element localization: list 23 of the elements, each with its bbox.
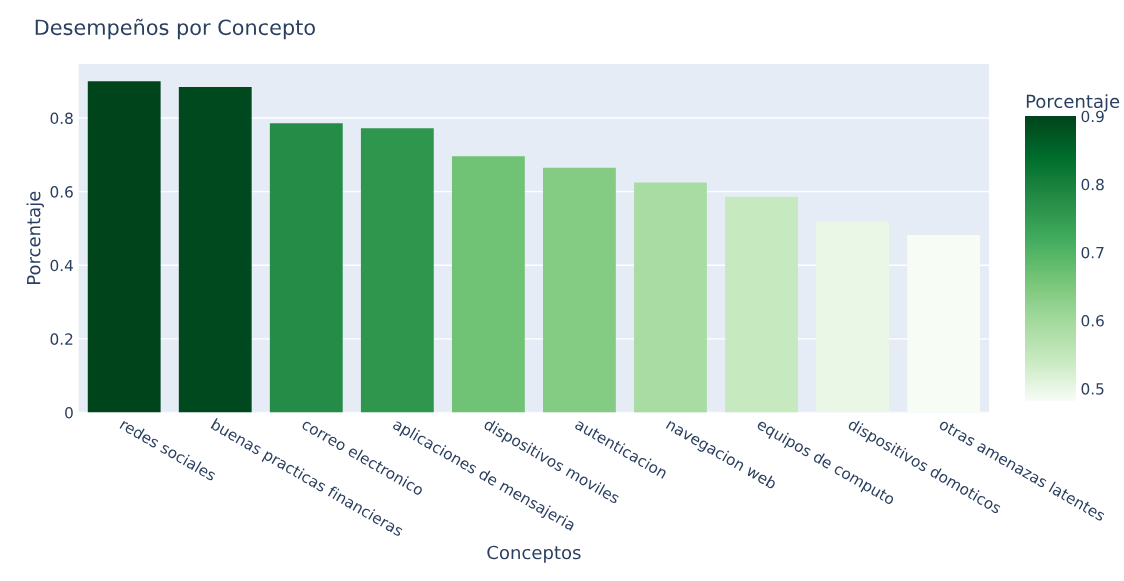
y-tick-label: 0.4 [50, 259, 73, 272]
bar [451, 156, 525, 413]
color-bar-label: 0.6 [1081, 314, 1104, 327]
bar [360, 128, 434, 413]
color-bar-label: 0.8 [1081, 178, 1104, 191]
x-axis-title: Conceptos [487, 545, 581, 563]
bar [178, 87, 252, 413]
color-bar-title: Porcentaje [1026, 94, 1120, 112]
color-bar-label: 0.5 [1081, 383, 1104, 395]
y-tick-label: 0 [65, 406, 73, 419]
color-bar-label: 0.7 [1081, 246, 1104, 259]
bar [543, 167, 616, 413]
bar [725, 196, 798, 413]
bar [816, 221, 889, 413]
y-tick-label: 0.8 [50, 112, 73, 125]
bar [269, 123, 343, 413]
y-tick-label: 0.6 [50, 186, 73, 198]
color-bar-label: 0.9 [1081, 110, 1104, 123]
bar [87, 81, 161, 413]
bar [634, 182, 707, 413]
chart-title: Desempeños por Concepto [35, 18, 315, 40]
y-tick-label: 0.2 [50, 333, 73, 345]
y-axis-title: Porcentaje [26, 191, 44, 284]
